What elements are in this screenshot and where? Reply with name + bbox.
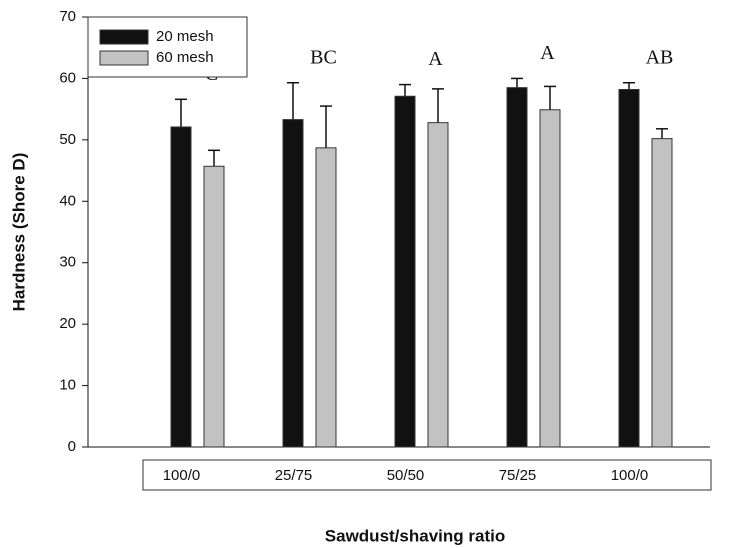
- annotation: AB: [646, 46, 674, 68]
- x-axis-title: Sawdust/shaving ratio: [325, 526, 505, 545]
- annotation: A: [428, 48, 443, 70]
- y-tick-label: 60: [59, 69, 76, 86]
- y-tick-label: 20: [59, 315, 76, 332]
- y-tick-label: 0: [68, 438, 76, 455]
- category-box: [142, 459, 712, 491]
- bar: [539, 109, 561, 448]
- legend-label: 20 mesh: [156, 28, 214, 45]
- y-axis-title: Hardness (Shore D): [9, 153, 28, 312]
- y-tick-label: 30: [59, 254, 76, 271]
- bar: [651, 138, 673, 448]
- bar: [506, 87, 528, 448]
- legend-label: 60 mesh: [156, 49, 214, 66]
- x-tick-label: 25/75: [275, 467, 313, 484]
- legend-box: [87, 16, 248, 78]
- bar: [282, 119, 304, 448]
- bar: [618, 88, 640, 448]
- bar: [315, 147, 337, 448]
- bar: [170, 126, 192, 448]
- bar: [427, 122, 449, 448]
- x-tick-label: 100/0: [611, 467, 649, 484]
- annotation: BC: [310, 46, 337, 68]
- y-tick-label: 40: [59, 192, 76, 209]
- x-tick-label: 50/50: [387, 467, 425, 484]
- legend-swatch: [99, 29, 149, 45]
- legend-swatch: [99, 50, 149, 66]
- y-tick-label: 70: [59, 8, 76, 25]
- x-tick-label: 100/0: [163, 467, 201, 484]
- bar: [394, 95, 416, 448]
- y-tick-label: 10: [59, 377, 76, 394]
- y-tick-label: 50: [59, 131, 76, 148]
- bar: [203, 165, 225, 448]
- x-tick-label: 75/25: [499, 467, 537, 484]
- annotation: A: [540, 42, 555, 64]
